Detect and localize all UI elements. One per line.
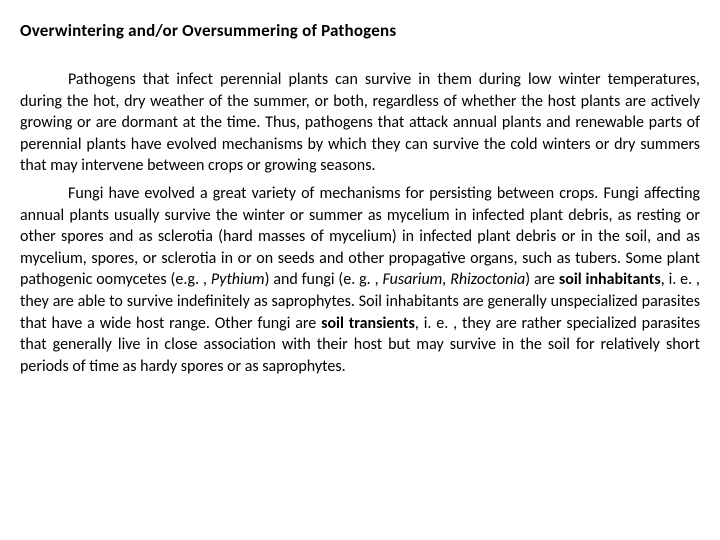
term-pythium: Pythium: [211, 270, 265, 289]
p2-text-3: ) are: [525, 270, 559, 289]
paragraph-2: Fungi have evolved a great variety of me…: [20, 183, 700, 377]
p2-text-2: ) and fungi (e. g. ,: [265, 270, 383, 289]
p1-text: Pathogens that infect perennial plants c…: [20, 70, 700, 175]
term-soil-inhabitants: soil inhabitants: [559, 270, 661, 289]
term-fusarium-rhizoctonia: Fusarium, Rhizoctonia: [382, 270, 525, 289]
page-title: Overwintering and/or Oversummering of Pa…: [20, 20, 700, 41]
term-soil-transients: soil transients: [321, 314, 415, 333]
paragraph-1: Pathogens that infect perennial plants c…: [20, 69, 700, 177]
document-page: Overwintering and/or Oversummering of Pa…: [0, 0, 720, 540]
